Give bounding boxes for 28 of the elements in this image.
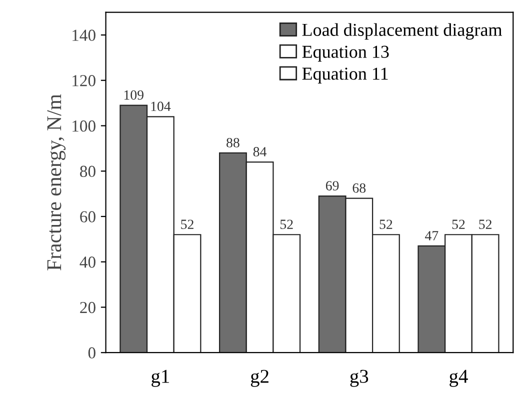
y-tick-label: 60 — [80, 211, 96, 222]
y-tick-label: 20 — [80, 302, 96, 314]
data-label: 52 — [380, 220, 392, 230]
y-tick-label: 140 — [72, 30, 96, 41]
y-axis-title: Fracture energy, N/m — [47, 94, 66, 270]
data-label: 47 — [424, 231, 438, 240]
x-tick-label: g1 — [152, 370, 169, 387]
x-tick-label: g2 — [250, 370, 268, 387]
data-label: 84 — [253, 147, 267, 156]
data-label: 109 — [124, 90, 144, 100]
data-label: 52 — [280, 220, 293, 230]
y-tick-label: 80 — [80, 166, 96, 178]
data-label: 68 — [352, 183, 366, 193]
y-tick-label: 0 — [88, 347, 96, 359]
legend-label: Load displacement diagram — [302, 23, 502, 40]
y-tick-label: 120 — [72, 75, 96, 86]
data-label: 52 — [479, 220, 492, 230]
data-label: 52 — [452, 220, 465, 230]
x-tick-label: g4 — [450, 370, 468, 387]
data-label: 88 — [226, 138, 240, 148]
legend-label: Equation 13 — [302, 46, 389, 62]
data-label: 104 — [151, 102, 171, 112]
data-label: 69 — [326, 181, 339, 190]
data-label: 52 — [181, 220, 194, 230]
y-tick-label: 40 — [80, 256, 96, 268]
x-tick-label: g3 — [350, 370, 368, 387]
legend-label: Equation 11 — [302, 68, 388, 84]
y-tick-label: 100 — [72, 120, 96, 132]
